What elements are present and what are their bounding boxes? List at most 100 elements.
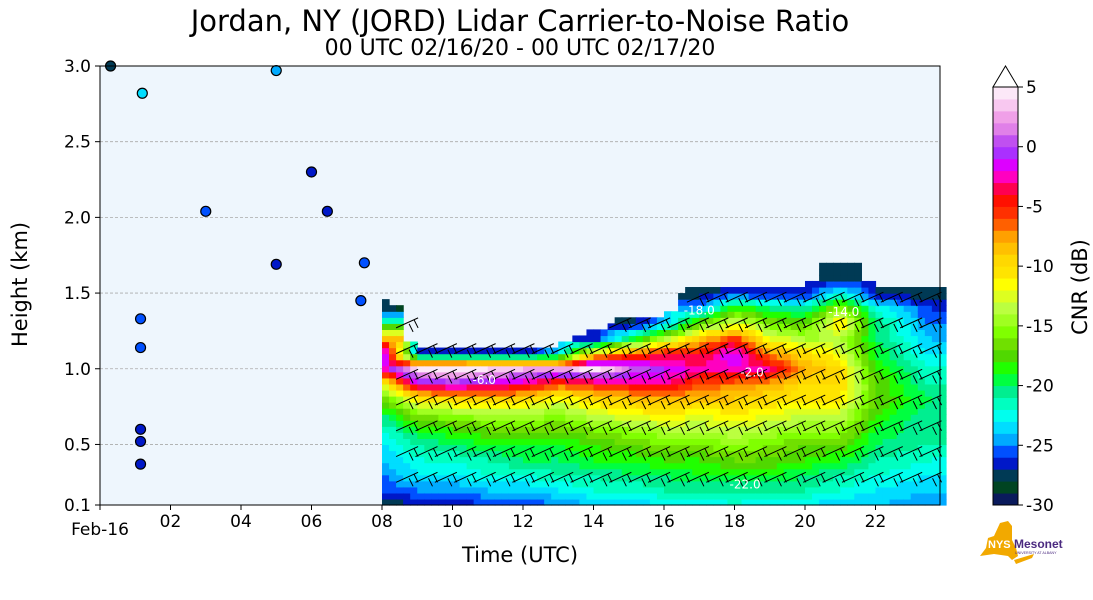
heatmap-cell [663, 365, 672, 373]
heatmap-cell [685, 329, 693, 337]
heatmap-cell [438, 462, 447, 470]
heatmap-cell [762, 347, 771, 355]
heatmap-cell [748, 377, 757, 385]
colorbar-swatch [993, 397, 1018, 410]
heatmap-cell [720, 365, 729, 373]
heatmap-cell [896, 468, 905, 476]
heatmap-cell [530, 480, 538, 488]
heatmap-cell [875, 359, 884, 367]
heatmap-cell [783, 480, 792, 488]
heatmap-cell [896, 480, 905, 488]
heatmap-cell [812, 408, 820, 415]
heatmap-cell [424, 359, 432, 367]
heatmap-cell [389, 347, 397, 355]
heatmap-cell [840, 444, 848, 452]
heatmap-cell [882, 438, 891, 446]
heatmap-cell [530, 371, 538, 379]
heatmap-cell [868, 396, 877, 403]
heatmap-cell [790, 389, 799, 397]
heatmap-cell [819, 462, 827, 470]
heatmap-cell [699, 287, 707, 294]
heatmap-cell [685, 335, 693, 343]
heatmap-cell [410, 408, 418, 415]
heatmap-cell [826, 408, 834, 415]
heatmap-cell [868, 305, 877, 312]
heatmap-cell [424, 426, 432, 433]
heatmap-cell [797, 402, 806, 409]
colorbar-swatch [993, 373, 1018, 387]
heatmap-cell [579, 444, 588, 452]
heatmap-cell [868, 468, 877, 476]
heatmap-cell [833, 492, 841, 500]
heatmap-cell [396, 498, 404, 506]
heatmap-cell [692, 462, 700, 470]
heatmap-cell [699, 462, 707, 470]
heatmap-cell [635, 426, 644, 433]
heatmap-cell [720, 389, 729, 397]
heatmap-cell [593, 383, 602, 391]
heatmap-cell [396, 474, 404, 482]
heatmap-cell [692, 359, 700, 367]
heatmap-cell [734, 462, 743, 470]
heatmap-cell [515, 383, 524, 391]
heatmap-cell [713, 468, 721, 476]
heatmap-cell [790, 492, 799, 500]
colorbar-swatch [993, 194, 1018, 207]
heatmap-cell [558, 347, 566, 355]
heatmap-cell [917, 474, 926, 482]
heatmap-cell [424, 474, 432, 482]
heatmap-cell [635, 498, 644, 506]
heatmap-cell [417, 480, 425, 488]
heatmap-cell [522, 480, 531, 488]
heatmap-cell [522, 389, 531, 397]
heatmap-cell [663, 468, 672, 476]
heatmap-cell [840, 347, 848, 355]
heatmap-cell [473, 432, 482, 439]
heatmap-cell [776, 450, 785, 458]
heatmap-cell [840, 353, 848, 361]
heatmap-cell [635, 347, 644, 355]
heatmap-cell [649, 323, 658, 330]
heatmap-cell [558, 371, 566, 379]
heatmap-cell [819, 486, 827, 494]
heatmap-cell [515, 353, 524, 361]
heatmap-cell [473, 456, 482, 464]
heatmap-cell [381, 323, 390, 330]
heatmap-cell [607, 414, 616, 421]
heatmap-cell [494, 468, 503, 476]
heatmap-cell [396, 335, 404, 343]
heatmap-cell [635, 329, 644, 337]
heatmap-cell [586, 450, 595, 458]
heatmap-cell [854, 347, 862, 355]
heatmap-cell [642, 492, 651, 500]
heatmap-cell [614, 402, 623, 409]
heatmap-cell [572, 335, 580, 343]
heatmap-cell [804, 377, 813, 385]
heatmap-cell [903, 474, 912, 482]
heatmap-cell [530, 438, 538, 446]
heatmap-cell [938, 414, 947, 421]
heatmap-cell [600, 420, 609, 427]
heatmap-cell [692, 450, 700, 458]
heatmap-cell [480, 444, 489, 452]
heatmap-cell [804, 341, 813, 349]
heatmap-cell [656, 486, 665, 494]
heatmap-cell [494, 359, 503, 367]
heatmap-cell [663, 359, 672, 367]
heatmap-cell [917, 383, 926, 391]
heatmap-cell [924, 299, 933, 306]
heatmap-cell [635, 456, 644, 464]
heatmap-cell [487, 456, 496, 464]
heatmap-cell [868, 486, 877, 494]
heatmap-cell [713, 432, 721, 439]
heatmap-cell [656, 450, 665, 458]
heatmap-cell [621, 323, 630, 330]
heatmap-cell [769, 480, 778, 488]
heatmap-cell [783, 299, 792, 306]
heatmap-cell [896, 450, 905, 458]
heatmap-cell [445, 377, 454, 385]
heatmap-cell [847, 426, 855, 433]
heatmap-cell [903, 377, 912, 385]
heatmap-cell [903, 311, 912, 318]
heatmap-cell [649, 438, 658, 446]
